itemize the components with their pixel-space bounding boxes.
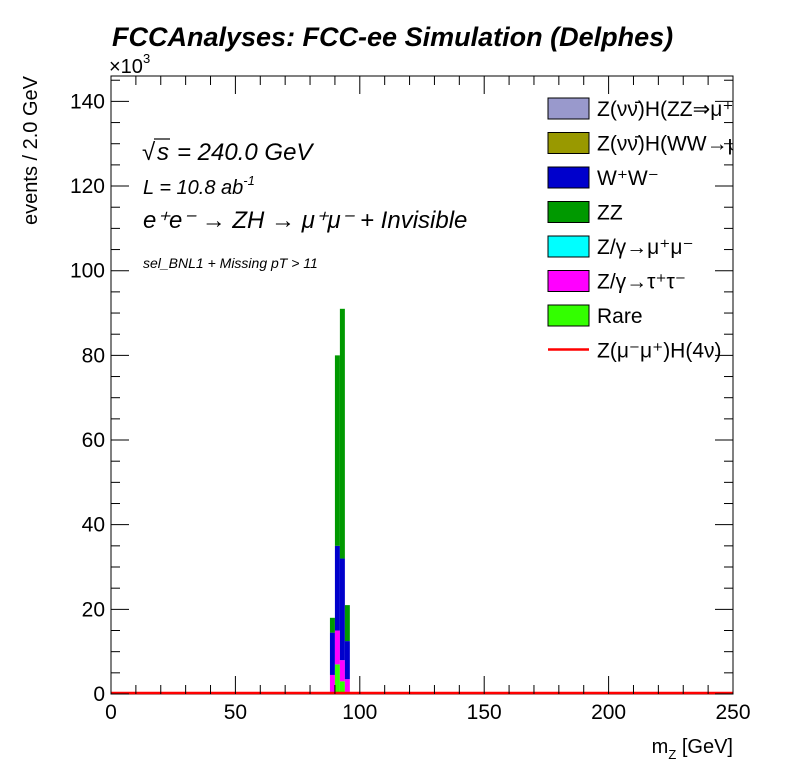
x-tick-label: 250	[715, 701, 750, 724]
y-ticks: 0 20 40 60 80 100 120 140	[70, 79, 733, 706]
selection-annotation: sel_BNL1 + Missing pT > 11	[143, 255, 318, 271]
bar-zz-bin-88	[329, 617, 335, 633]
x-axis-label: mZ [GeV]	[652, 736, 733, 762]
y-tick-label: 100	[70, 260, 105, 283]
sqrt-s-value: = 240.0 GeV	[177, 139, 314, 166]
legend: Z(νν̄)H(ZZ⇒μ⁺μ⁻ν⁺ Z(νν̄)H(WW→μ⁺νμ W⁺W⁻ ZZ Z/…	[547, 97, 778, 363]
legend-swatch	[547, 201, 590, 223]
x-axis: 0 50 100 150 200 250 mZ [GeV]	[105, 76, 751, 762]
sqrt-s-annotation: √ s = 240.0 GeV	[142, 138, 314, 166]
x-tick-label: 100	[342, 701, 377, 724]
bar-zz-bin-92	[339, 308, 345, 559]
bar-z--bin-94	[344, 679, 350, 692]
legend-label: W⁺W⁻	[597, 167, 659, 190]
luminosity-annotation: L = 10.8 ab-1	[143, 173, 255, 199]
legend-label: Rare	[597, 305, 643, 328]
bar-z--bin-88	[329, 674, 335, 692]
bar-zz-bin-90	[334, 355, 340, 546]
y-tick-label: 40	[82, 514, 105, 537]
x-ticks: 0 50 100 150 200 250	[105, 76, 751, 724]
bar-zz-bin-94	[344, 605, 350, 642]
y-tick-label: 120	[70, 175, 105, 198]
y-tick-label: 140	[70, 90, 105, 113]
legend-swatch	[547, 270, 590, 292]
y-tick-label: 20	[82, 598, 105, 621]
chart-title: FCCAnalyses: FCC-ee Simulation (Delphes)	[112, 22, 673, 52]
legend-label: Z(μ⁻μ⁺)H(4ν)	[597, 340, 722, 363]
y-tick-label: 0	[93, 683, 105, 706]
plot-area	[110, 75, 734, 695]
sqrt-symbol: √	[142, 139, 156, 166]
legend-swatch	[547, 132, 590, 154]
bar-z--bin-92	[339, 660, 345, 682]
legend-label: Z(νν̄)H(WW→μ⁺νμ	[597, 133, 773, 156]
x-tick-label: 150	[467, 701, 502, 724]
bar-z--bin-90	[334, 630, 340, 665]
bar-w-w--bin-90	[334, 545, 340, 631]
histogram-bars	[329, 308, 350, 694]
y-tick-label: 80	[82, 344, 105, 367]
y-tick-label: 60	[82, 429, 105, 452]
legend-label: Z/γ→μ⁺μ⁻	[597, 236, 694, 259]
x-tick-label: 0	[105, 701, 117, 724]
legend-swatch	[547, 235, 590, 258]
legend-label: Z(νν̄)H(ZZ⇒μ⁺μ⁻ν⁺	[597, 98, 778, 121]
annotations: √ s = 240.0 GeV L = 10.8 ab-1 e⁺e⁻ → ZH …	[142, 138, 467, 271]
legend-label: ZZ	[597, 202, 623, 225]
x-tick-label: 50	[224, 701, 247, 724]
bar-w-w--bin-92	[339, 558, 345, 661]
y-axis-label: events / 2.0 GeV	[20, 75, 42, 225]
y-axis: 0 20 40 60 80 100 120 140 ×103 events / 2.0 GeV	[20, 51, 733, 706]
bar-rare-bin-92	[339, 681, 345, 694]
bar-rare-bin-90	[334, 664, 340, 694]
bar-w-w--bin-94	[344, 641, 350, 680]
legend-label: Z/γ→τ⁺τ⁻	[597, 271, 686, 294]
bar-w-w--bin-88	[329, 632, 335, 675]
x-tick-label: 200	[591, 701, 626, 724]
legend-swatch	[547, 304, 590, 327]
y-multiplier: ×103	[109, 51, 150, 78]
process-annotation: e⁺e⁻ → ZH → μ⁺μ⁻ + Invisible	[143, 207, 467, 234]
sqrt-s-letter: s	[157, 139, 169, 166]
legend-swatch	[547, 166, 590, 189]
legend-swatch	[547, 97, 590, 120]
